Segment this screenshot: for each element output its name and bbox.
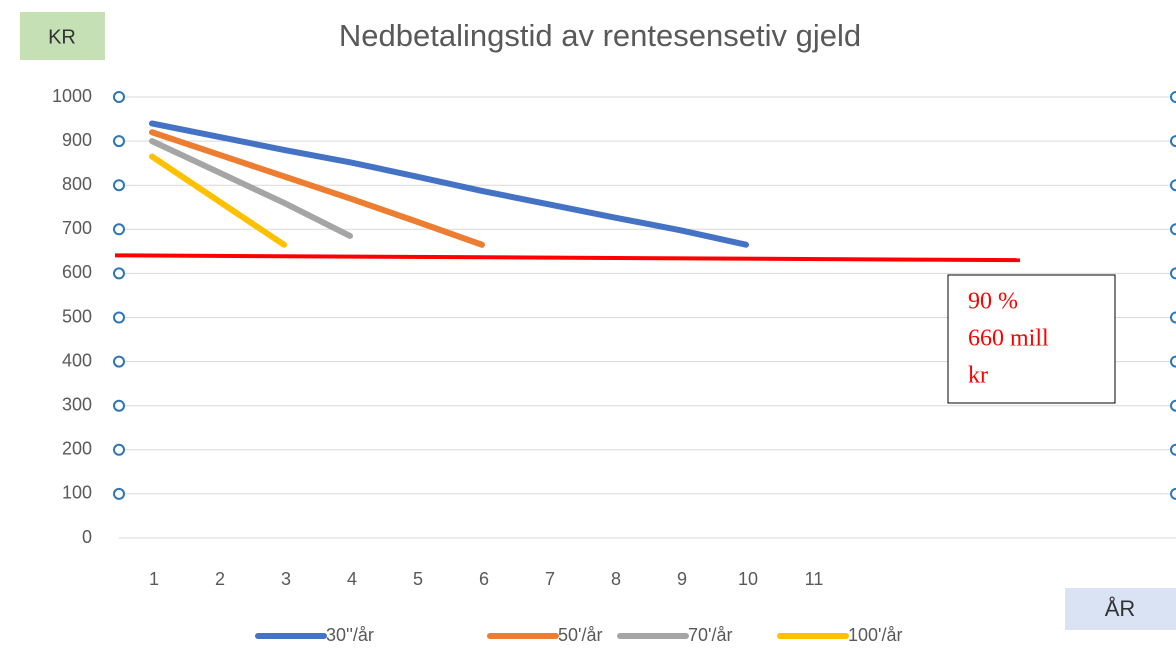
selection-handle [1170,91,1176,103]
chart-title: Nedbetalingstid av rentesensetiv gjeld [339,18,861,53]
legend-label: 70'/år [688,625,732,645]
y-tick-label: 900 [62,130,92,150]
y-tick-label: 400 [62,350,92,370]
x-tick-label: 4 [347,569,357,589]
x-tick-label: 10 [738,569,758,589]
selection-handle [113,399,125,412]
annotation-box [947,274,1116,404]
y-tick-label: 500 [62,306,92,326]
x-label-box [1065,588,1176,630]
selection-handle [113,355,125,368]
legend: 30''/år 50'/år 70'/år 100'/år [255,625,902,645]
reference-line [114,253,1021,263]
y-axis-label: KR [48,26,76,48]
y-tick-label: 1000 [52,86,92,106]
annotation-text: 660 mill [968,326,1049,352]
legend-label: 100'/år [848,625,902,645]
x-tick-label: 5 [413,569,423,589]
x-tick-label: 6 [479,569,489,589]
y-tick-label: 300 [62,394,92,414]
selection-handle [1170,135,1176,148]
selection-handle [113,135,125,148]
x-tick-label: 11 [805,569,824,589]
x-tick-label: 9 [677,569,687,589]
selection-handle [1170,487,1176,500]
y-tick-label: 0 [82,527,92,547]
y-tick-label: 600 [62,262,92,282]
series-line [149,138,353,239]
legend-label: 30''/år [326,625,374,645]
series-line [149,153,287,248]
selection-handle [1170,179,1176,192]
annotation-text: kr [968,363,988,389]
selection-handle [1170,223,1176,236]
selection-handle [1170,311,1176,324]
x-tick-label: 1 [149,569,159,589]
annotation-text: 90 % [968,289,1018,315]
selection-handle [1170,267,1176,280]
x-tick-label: 7 [545,569,555,589]
selection-handle [113,179,125,192]
series-line [149,120,749,248]
selection-handle [1170,355,1176,368]
x-tick-label: 3 [281,569,291,589]
y-label-box [20,12,105,60]
series-line [149,129,485,248]
selection-handle [113,311,125,324]
selection-handle [113,223,125,236]
y-tick-label: 200 [62,439,92,459]
selection-handle [1170,399,1176,412]
annotation: 90 % 660 mill kr [968,289,1049,389]
x-tick-label: 2 [215,569,225,589]
y-tick-label: 800 [62,174,92,194]
legend-label: 50'/år [558,625,602,645]
selection-handle [113,487,125,500]
selection-handle [113,267,125,280]
y-tick-label: 700 [62,218,92,238]
selection-handle [113,91,125,103]
x-tick-label: 8 [611,569,621,589]
selection-handle [113,443,125,456]
selection-handle [1170,443,1176,456]
x-axis-label: ÅR [1105,596,1136,621]
y-tick-label: 100 [62,483,92,503]
